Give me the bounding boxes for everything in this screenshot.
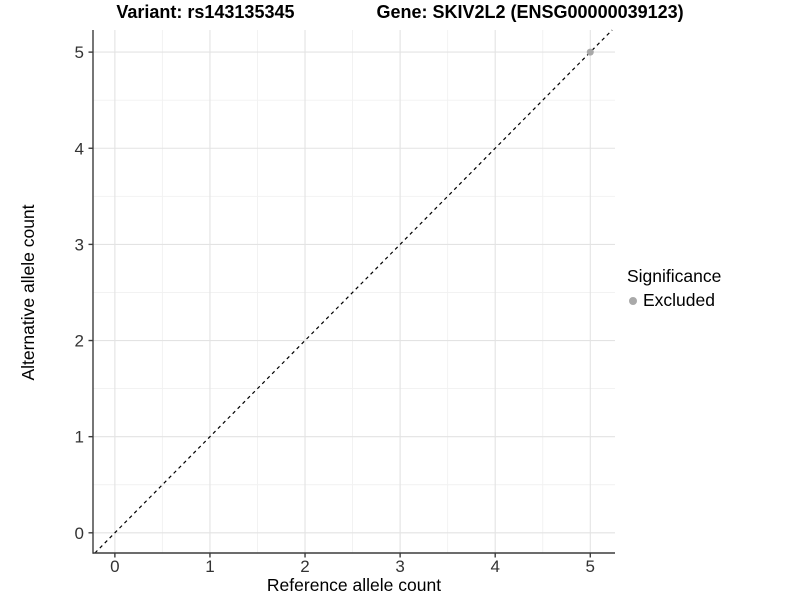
x-tick-label: 5 — [586, 557, 595, 576]
y-axis-title: Alternative allele count — [18, 204, 38, 381]
identity-reference-line — [94, 29, 613, 554]
y-tick-label: 3 — [75, 235, 84, 254]
legend-title: Significance — [627, 266, 722, 286]
x-tick-label: 4 — [490, 557, 499, 576]
y-tick-label: 1 — [75, 428, 84, 447]
variant-title: Variant: rs143135345 — [116, 2, 295, 22]
legend-item-excluded: Excluded — [627, 290, 721, 311]
y-tick-label: 2 — [75, 332, 84, 351]
x-axis-title: Reference allele count — [266, 575, 442, 595]
gene-title: Gene: SKIV2L2 (ENSG00000039123) — [376, 2, 684, 22]
legend: Significance Excluded — [627, 266, 721, 311]
y-tick-label: 0 — [75, 524, 84, 543]
chart-title: Variant: rs143135345 Gene: SKIV2L2 (ENSG… — [0, 2, 800, 23]
x-tick-label: 3 — [395, 557, 404, 576]
legend-item-label: Excluded — [643, 290, 715, 310]
x-tick-label: 2 — [300, 557, 309, 576]
x-tick-label: 0 — [110, 557, 119, 576]
y-tick-label: 4 — [75, 139, 84, 158]
excluded-point-swatch — [629, 296, 637, 305]
y-tick-label: 5 — [75, 43, 84, 62]
x-tick-label: 1 — [205, 557, 214, 576]
data-point-excluded — [586, 48, 594, 56]
